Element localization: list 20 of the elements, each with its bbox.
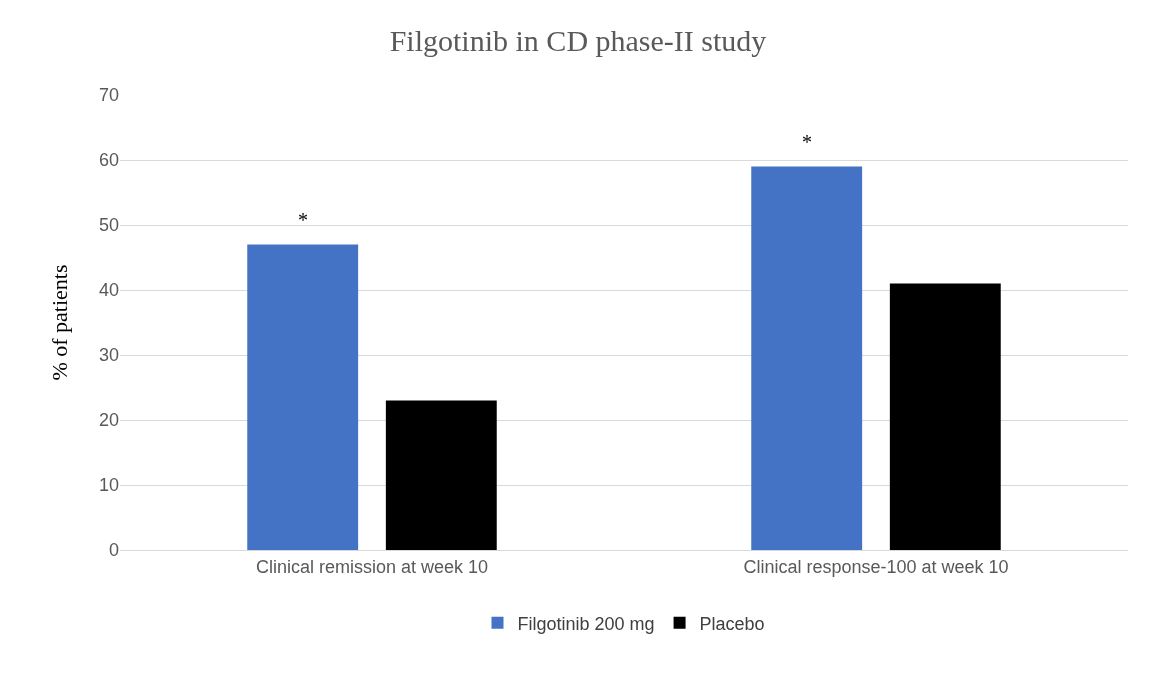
- legend-label: Filgotinib 200 mg: [517, 613, 655, 634]
- y-tick-label: 70: [98, 85, 119, 106]
- y-tick-label: 0: [108, 540, 119, 561]
- y-tick-label: 10: [98, 475, 119, 496]
- annotation: *: [298, 209, 308, 231]
- y-tick-label: 40: [98, 280, 119, 301]
- bar: [889, 283, 1001, 550]
- y-tick-label: 50: [98, 215, 119, 236]
- x-tick-label: Clinical response-100 at week 10: [743, 556, 1009, 577]
- annotation: *: [802, 131, 812, 153]
- y-tick-label: 20: [98, 410, 119, 431]
- x-tick-label: Clinical remission at week 10: [255, 556, 489, 577]
- legend-label: Placebo: [699, 613, 765, 634]
- bar: [751, 166, 863, 550]
- y-tick-label: 60: [98, 150, 119, 171]
- y-axis-title: % of patients: [46, 264, 72, 381]
- chart-title: Filgotinib in CD phase-II study: [389, 24, 767, 58]
- bar: [247, 244, 359, 550]
- y-tick-label: 30: [98, 345, 119, 366]
- bar: [385, 400, 497, 550]
